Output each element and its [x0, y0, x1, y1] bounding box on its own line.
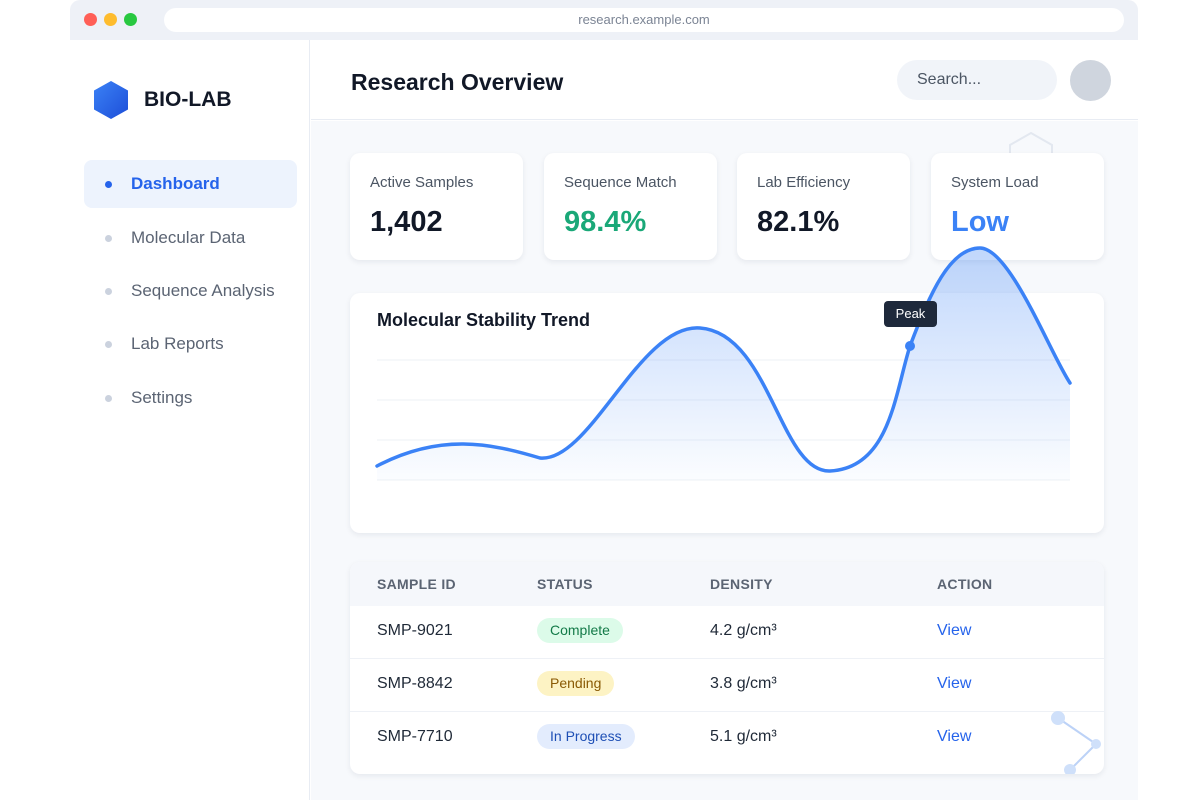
- stat-label: Active Samples: [370, 174, 474, 191]
- status-badge: Pending: [537, 671, 615, 696]
- stat-label: System Load: [951, 174, 1039, 191]
- stability-trend-chart: [375, 246, 1072, 481]
- sidebar-item-settings[interactable]: Settings: [84, 374, 297, 422]
- bullet-icon: [105, 288, 112, 295]
- density-value: 4.2 g/cm³: [710, 622, 777, 639]
- view-link[interactable]: View: [937, 675, 972, 692]
- hexagon-logo-icon: [94, 81, 128, 119]
- logo-text: BIO-LAB: [144, 88, 232, 111]
- sidebar-item-label: Settings: [131, 388, 193, 407]
- stability-trend-chart-card: Molecular Stability Trend Peak: [350, 246, 1104, 533]
- view-link[interactable]: View: [937, 728, 972, 745]
- sidebar-item-molecular-data[interactable]: Molecular Data: [84, 214, 297, 262]
- table-row: SMP-8842 Pending 3.8 g/cm³ View: [350, 659, 1104, 712]
- view-link[interactable]: View: [937, 622, 972, 639]
- sidebar: BIO-LAB Dashboard Molecular Data Sequenc…: [70, 40, 310, 800]
- bullet-icon: [105, 341, 112, 348]
- stat-card-sequence-match: Sequence Match 98.4%: [544, 153, 717, 260]
- bullet-icon: [105, 181, 112, 188]
- molecule-icon: [1051, 711, 1101, 774]
- table-row: SMP-7710 In Progress 5.1 g/cm³ View: [350, 712, 1104, 765]
- density-value: 5.1 g/cm³: [710, 728, 777, 745]
- address-bar[interactable]: research.example.com: [164, 8, 1124, 32]
- close-window-button[interactable]: [84, 13, 97, 26]
- sample-id: SMP-8842: [377, 675, 453, 692]
- browser-window: research.example.com BIO-LAB Dashboard M…: [70, 0, 1138, 800]
- sidebar-item-lab-reports[interactable]: Lab Reports: [84, 320, 297, 368]
- samples-table: SAMPLE ID STATUS DENSITY ACTION SMP-9021…: [350, 562, 1104, 774]
- sidebar-item-label: Dashboard: [131, 174, 220, 193]
- sidebar-item-dashboard[interactable]: Dashboard: [84, 160, 297, 208]
- density-value: 3.8 g/cm³: [710, 675, 777, 692]
- peak-point[interactable]: [905, 341, 915, 351]
- trend-area: [377, 248, 1070, 480]
- stat-label: Sequence Match: [564, 174, 677, 191]
- stat-card-lab-efficiency: Lab Efficiency 82.1%: [737, 153, 910, 260]
- user-avatar[interactable]: [1070, 60, 1111, 101]
- stat-card-system-load: System Load Low: [931, 153, 1104, 260]
- bullet-icon: [105, 235, 112, 242]
- sidebar-item-sequence-analysis[interactable]: Sequence Analysis: [84, 267, 297, 315]
- sidebar-item-label: Lab Reports: [131, 334, 224, 353]
- column-header-sample-id: SAMPLE ID: [377, 576, 456, 592]
- minimize-window-button[interactable]: [104, 13, 117, 26]
- stat-value: 1,402: [370, 206, 443, 238]
- chart-title: Molecular Stability Trend: [377, 310, 591, 330]
- maximize-window-button[interactable]: [124, 13, 137, 26]
- peak-tooltip: Peak: [884, 301, 937, 327]
- top-header: Research Overview: [311, 40, 1138, 120]
- column-header-status: STATUS: [537, 576, 593, 592]
- stat-value: 98.4%: [564, 206, 647, 238]
- status-badge: Complete: [537, 618, 623, 643]
- bullet-icon: [105, 395, 112, 402]
- page-title: Research Overview: [351, 69, 564, 95]
- sample-id: SMP-7710: [377, 728, 453, 745]
- sample-id: SMP-9021: [377, 622, 453, 639]
- sidebar-item-label: Molecular Data: [131, 228, 246, 247]
- stat-label: Lab Efficiency: [757, 174, 851, 191]
- browser-chrome: research.example.com: [70, 0, 1138, 40]
- table-header: SAMPLE ID STATUS DENSITY ACTION: [350, 562, 1104, 606]
- hexagon-outline-icon: [1009, 131, 1053, 165]
- column-header-action: ACTION: [937, 576, 993, 592]
- table-row: SMP-9021 Complete 4.2 g/cm³ View: [350, 606, 1104, 659]
- sidebar-item-label: Sequence Analysis: [131, 281, 275, 300]
- stat-card-active-samples: Active Samples 1,402: [350, 153, 523, 260]
- stat-value: Low: [951, 206, 1009, 238]
- search-input[interactable]: [897, 60, 1057, 100]
- stat-value: 82.1%: [757, 206, 840, 238]
- status-badge: In Progress: [537, 724, 635, 749]
- trend-line: [375, 246, 1072, 473]
- main-content: Active Samples 1,402 Sequence Match 98.4…: [311, 121, 1138, 800]
- column-header-density: DENSITY: [710, 576, 773, 592]
